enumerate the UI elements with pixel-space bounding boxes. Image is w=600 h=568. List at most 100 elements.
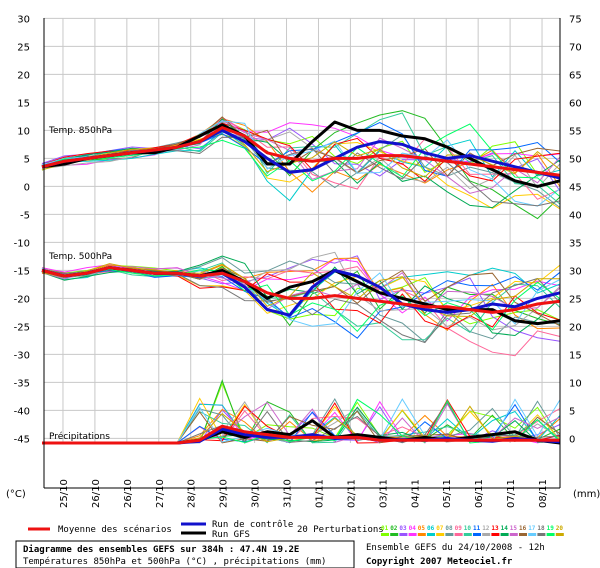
perturbation-id-label: 15 xyxy=(510,525,518,532)
perturbation-id-label: 18 xyxy=(537,525,545,532)
perturbation-id-label: 19 xyxy=(547,525,555,532)
perturbation-swatch xyxy=(509,533,518,536)
perturbation-850-line xyxy=(41,118,561,209)
perturbation-swatch xyxy=(427,533,435,536)
mean-500hPa-line xyxy=(41,266,561,314)
perturbation-id-label: 11 xyxy=(473,525,481,532)
x-tick-label: 04/11 xyxy=(410,479,421,508)
perturbation-id-label: 10 xyxy=(464,525,472,532)
x-tick-label: 08/11 xyxy=(538,479,549,508)
chart-title: Diagramme des ensembles GEFS sur 384h : … xyxy=(23,544,299,555)
perturbation-id-label: 16 xyxy=(519,525,527,532)
x-tick-label: 03/11 xyxy=(378,479,389,508)
right-tick-label: 65 xyxy=(569,70,582,81)
perturbation-swatch xyxy=(500,533,509,536)
left-tick-label: 5 xyxy=(24,154,30,165)
x-tick-label: 31/10 xyxy=(283,479,294,508)
perturbation-850-line xyxy=(41,120,561,190)
main-series xyxy=(41,120,561,445)
mean-850hPa-line xyxy=(41,126,561,177)
perturbation-500-line xyxy=(41,262,561,341)
perturbation-id-label: 03 xyxy=(399,525,407,532)
right-tick-label: 5 xyxy=(569,406,575,417)
perturbation-id-label: 20 xyxy=(556,525,564,532)
panel-label-500hpa: Temp. 500hPa xyxy=(48,252,112,262)
left-unit-label: (°C) xyxy=(6,489,26,500)
perturbation-id-label: 05 xyxy=(418,525,426,532)
left-tick-label: -35 xyxy=(14,378,30,389)
legend: Moyenne des scénarios Run de contrôle Ru… xyxy=(28,519,564,540)
perturbation-id-label: 12 xyxy=(482,525,490,532)
perturbation-swatch xyxy=(408,533,417,536)
right-tick-label: 75 xyxy=(569,14,582,25)
mean-precip-line xyxy=(42,424,560,445)
left-tick-label: 10 xyxy=(17,126,30,137)
right-tick-label: 50 xyxy=(569,154,582,165)
x-tick-label: 01/11 xyxy=(314,479,325,508)
panel-label-precipitations: Précipitations xyxy=(49,431,110,442)
x-tick-label: 26/10 xyxy=(91,479,102,508)
right-tick-label: 35 xyxy=(569,238,582,249)
x-tick-label: 06/11 xyxy=(474,479,485,508)
left-tick-label: 0 xyxy=(24,182,30,193)
x-tick-label: 26/10 xyxy=(123,479,134,508)
perturbation-swatch xyxy=(463,533,472,536)
perturbation-swatch xyxy=(491,533,500,536)
perturbation-swatch xyxy=(482,533,491,536)
left-tick-label: -30 xyxy=(14,350,30,361)
perturbation-swatch xyxy=(454,533,463,536)
right-tick-label: 10 xyxy=(569,378,582,389)
legend-gfs-label: Run GFS xyxy=(212,530,250,540)
left-tick-label: -5 xyxy=(20,210,30,221)
x-tick-label: 05/11 xyxy=(442,479,453,508)
perturbation-id-label: 01 xyxy=(381,525,389,532)
left-tick-label: 15 xyxy=(17,98,30,109)
perturbation-swatch xyxy=(436,533,445,536)
left-tick-label: -10 xyxy=(14,238,30,249)
right-tick-label: 0 xyxy=(569,434,575,445)
perturbation-swatch xyxy=(546,533,555,536)
perturbation-850-line xyxy=(41,129,561,202)
perturbation-swatch xyxy=(390,533,399,536)
right-tick-label: 70 xyxy=(569,42,582,53)
legend-perturbations-label: 20 Perturbations xyxy=(297,525,384,535)
left-tick-label: -20 xyxy=(14,294,30,305)
title-box xyxy=(15,540,355,568)
perturbation-id-label: 02 xyxy=(390,525,398,532)
right-tick-label: 30 xyxy=(569,266,582,277)
panel-label-850hpa: Temp. 850hPa xyxy=(48,126,112,136)
perturbation-swatch xyxy=(445,533,454,536)
perturbation-swatch xyxy=(399,533,408,536)
right-tick-label: 55 xyxy=(569,126,582,137)
left-tick-label: -45 xyxy=(14,434,30,445)
left-tick-label: -40 xyxy=(14,406,30,417)
left-tick-label: 20 xyxy=(17,70,30,81)
chart-subtitle: Températures 850hPa et 500hPa (°C) , pré… xyxy=(23,556,326,567)
right-tick-label: 45 xyxy=(569,182,582,193)
legend-mean-label: Moyenne des scénarios xyxy=(58,524,172,535)
left-tick-label: -25 xyxy=(14,322,30,333)
perturbation-500-line xyxy=(41,265,561,311)
perturbation-swatch xyxy=(417,533,426,536)
perturbation-id-label: 04 xyxy=(409,525,417,532)
x-tick-label: 27/10 xyxy=(155,479,166,508)
perturbation-id-label: 13 xyxy=(491,525,499,532)
perturbation-id-label: 14 xyxy=(501,525,509,532)
x-tick-label: 28/10 xyxy=(187,479,198,508)
perturbation-swatch xyxy=(473,533,481,536)
perturbation-swatch xyxy=(528,533,537,536)
perturbation-500-line xyxy=(41,267,561,327)
x-tick-label: 29/10 xyxy=(219,479,230,508)
perturbation-id-label: 06 xyxy=(427,525,435,532)
perturbation-id-label: 08 xyxy=(445,525,453,532)
perturbation-swatch xyxy=(537,533,546,536)
perturbation-id-label: 17 xyxy=(528,525,536,532)
perturbation-id-label: 07 xyxy=(436,525,444,532)
perturbation-swatch xyxy=(555,533,564,536)
perturbation-swatch xyxy=(381,533,389,536)
x-tick-label: 25/10 xyxy=(59,479,70,508)
perturbation-swatch xyxy=(519,533,527,536)
legend-control-label: Run de contrôle xyxy=(212,519,293,530)
